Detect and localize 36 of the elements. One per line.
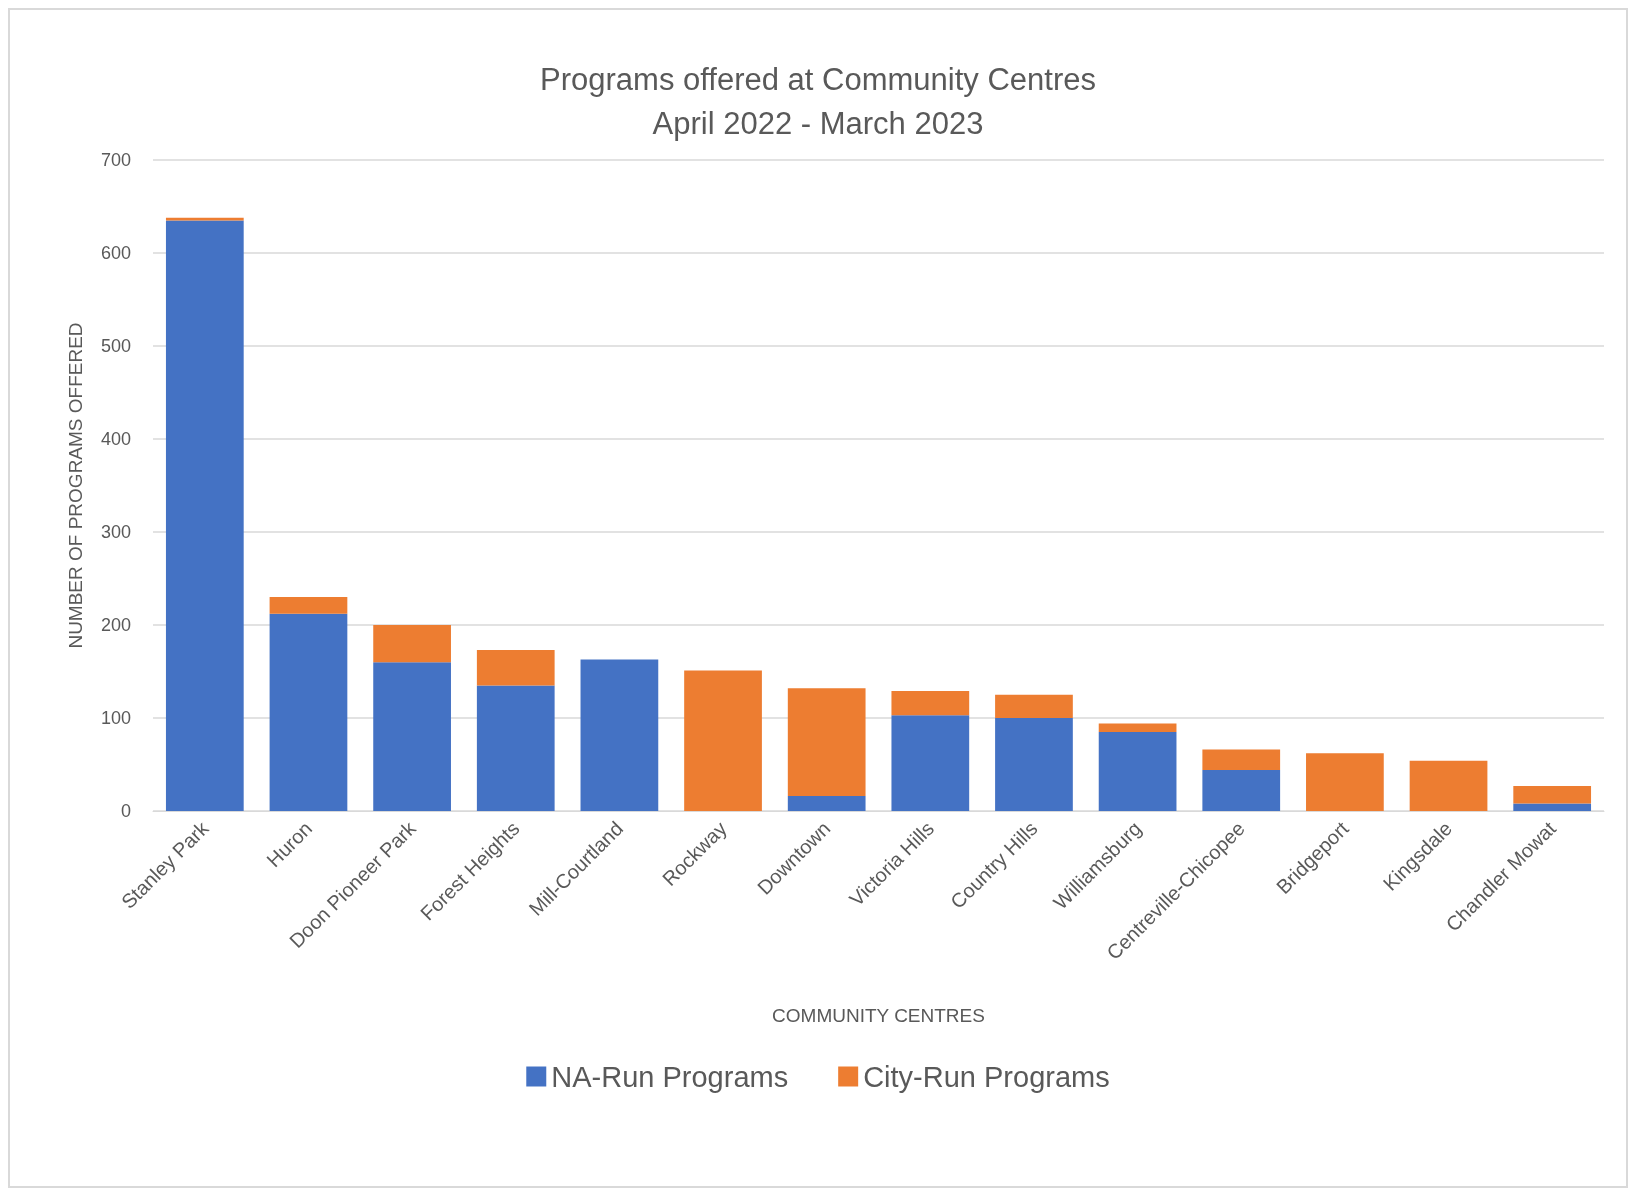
bar [476, 685, 555, 811]
bar [891, 691, 970, 716]
y-tick-label: 600 [100, 243, 131, 263]
y-axis-title: NUMBER OF PROGRAMS OFFERED [65, 322, 86, 649]
bar [1513, 785, 1592, 804]
bar [580, 659, 659, 811]
y-tick-label: 200 [100, 615, 131, 635]
bar [269, 613, 348, 811]
y-tick-label: 500 [100, 336, 131, 356]
bar [1098, 723, 1177, 732]
y-tick-label: 100 [100, 708, 131, 728]
bar [684, 670, 762, 811]
bar [373, 662, 451, 811]
bar [995, 718, 1073, 811]
legend-label: City-Run Programs [863, 1060, 1110, 1093]
bar [891, 715, 970, 811]
y-tick-label: 700 [100, 150, 131, 170]
y-tick-label: 400 [100, 429, 131, 449]
bar [1409, 760, 1488, 811]
bar [1202, 749, 1281, 771]
bar [165, 220, 244, 811]
bar [1513, 803, 1592, 811]
legend-label: NA-Run Programs [551, 1060, 789, 1093]
bar [269, 597, 348, 614]
chart-title: Programs offered at Community Centres April 2022 - March 2023 [540, 61, 1096, 141]
y-tick-label: 300 [100, 522, 131, 542]
y-tick-label: 0 [120, 801, 131, 821]
x-axis-title: COMMUNITY CENTRES [772, 1005, 985, 1026]
bar [1098, 731, 1177, 811]
bar [373, 625, 451, 663]
bar [995, 694, 1073, 718]
bar [476, 650, 555, 686]
bar [1306, 753, 1384, 811]
bar [787, 688, 866, 797]
bar [787, 796, 866, 811]
bar [1202, 770, 1281, 811]
